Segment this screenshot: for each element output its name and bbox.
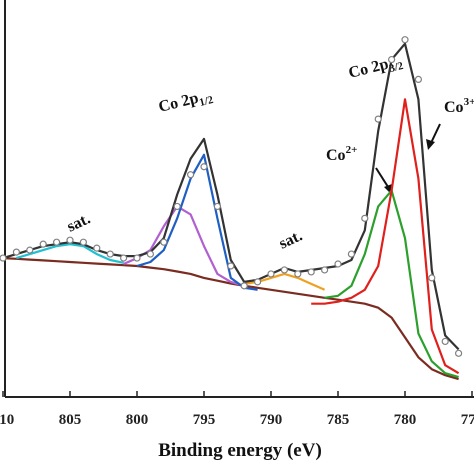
data-point <box>93 244 101 252</box>
annotation: Co 2p3/2 <box>347 52 405 85</box>
x-tick-label: 775 <box>461 412 474 428</box>
x-tick-label: 780 <box>394 412 417 428</box>
data-point <box>0 254 7 262</box>
annotation-text: Co 2p <box>347 56 390 82</box>
curve <box>136 153 258 291</box>
data-point <box>119 254 128 262</box>
x-tick-label: 800 <box>126 412 149 428</box>
data-point <box>187 171 195 179</box>
data-point <box>240 282 248 290</box>
data-point <box>294 270 302 278</box>
data-point <box>307 268 315 276</box>
annotation-text: sat. <box>277 227 306 252</box>
annotation: Co2+ <box>326 144 357 164</box>
data-point <box>374 115 382 123</box>
data-point <box>401 36 409 44</box>
data-point <box>26 246 34 254</box>
annotation-sub: 3/2 <box>388 60 405 75</box>
x-tick-label: 795 <box>193 412 216 428</box>
annotation: sat. <box>65 210 94 235</box>
data-point <box>133 254 141 262</box>
curve <box>311 98 460 375</box>
annotation: Co 2p1/2 <box>157 86 215 119</box>
data-point <box>334 260 342 268</box>
data-point <box>66 236 74 244</box>
arrow-co3 <box>430 123 441 144</box>
data-point <box>79 238 88 246</box>
curve <box>123 205 245 287</box>
data-point <box>213 202 221 211</box>
annotation-text: Co 2p <box>157 90 200 116</box>
arrow-head <box>426 139 435 150</box>
data-point <box>347 250 355 258</box>
data-point <box>200 163 208 171</box>
data-point <box>428 274 436 282</box>
data-point <box>12 248 20 256</box>
annotation-text: Co <box>444 99 464 116</box>
data-point <box>267 270 275 278</box>
annotation-sup: 3+ <box>464 96 474 108</box>
x-tick-label: 790 <box>260 412 283 428</box>
curve <box>2 257 459 381</box>
data-point <box>455 349 463 357</box>
data-point <box>321 266 329 274</box>
data-point <box>160 238 168 246</box>
data-point <box>414 75 422 84</box>
annotation-sub: 1/2 <box>198 94 215 109</box>
x-tick-label: 810 <box>0 412 14 428</box>
data-point <box>173 202 181 211</box>
curve <box>16 243 124 264</box>
data-point <box>280 266 288 274</box>
annotation: Co3+ <box>444 96 474 116</box>
data-point <box>441 337 449 346</box>
data-point <box>39 240 47 248</box>
data-point <box>361 214 369 222</box>
annotation-text: Co <box>326 147 346 164</box>
x-axis-title: Binding energy (eV) <box>158 440 322 461</box>
data-point <box>254 278 262 286</box>
data-point <box>388 55 396 64</box>
data-point <box>106 250 114 258</box>
data-point <box>146 250 154 258</box>
x-tick-label: 785 <box>327 412 350 428</box>
x-tick-label: 805 <box>59 412 82 428</box>
annotation-sup: 2+ <box>346 144 358 156</box>
annotation-text: sat. <box>65 210 94 235</box>
data-point <box>52 238 61 246</box>
data-point <box>227 262 235 270</box>
curve <box>2 42 460 351</box>
annotation: sat. <box>277 227 306 252</box>
